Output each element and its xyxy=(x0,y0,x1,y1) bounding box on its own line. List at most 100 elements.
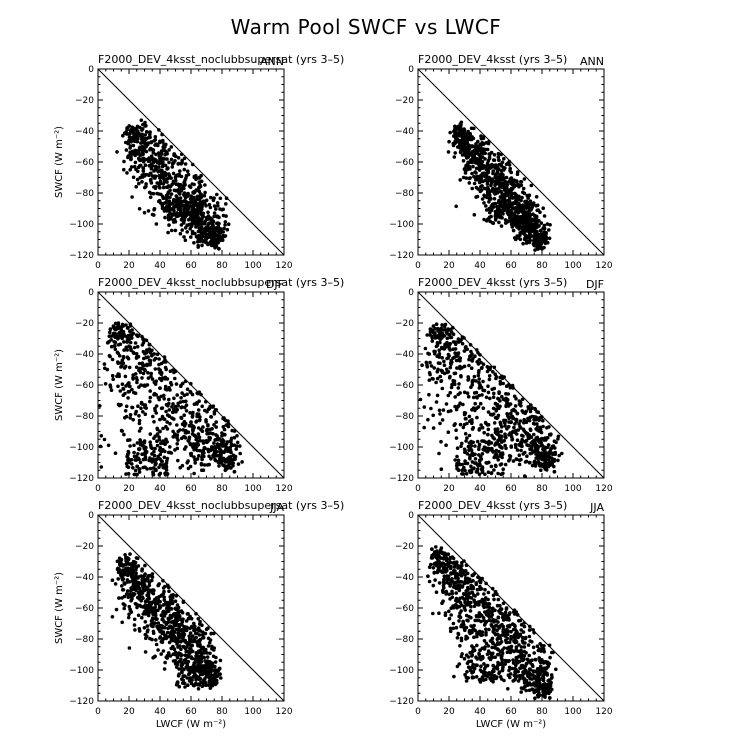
data-point xyxy=(140,402,144,406)
data-point xyxy=(226,222,231,226)
data-point xyxy=(518,419,523,423)
data-point xyxy=(439,368,444,373)
data-point xyxy=(492,468,496,472)
data-point xyxy=(103,382,108,386)
data-point xyxy=(164,409,168,414)
data-point xyxy=(154,152,158,157)
data-point xyxy=(553,450,558,455)
data-point xyxy=(488,210,492,215)
point-cloud xyxy=(110,552,223,691)
data-point xyxy=(128,413,133,417)
data-point xyxy=(178,196,183,200)
data-point xyxy=(435,393,440,398)
data-point xyxy=(492,153,497,157)
data-point xyxy=(496,413,501,418)
panel-right-title: ANN xyxy=(260,55,284,68)
data-point xyxy=(169,192,174,196)
data-point xyxy=(169,157,174,162)
data-point xyxy=(448,335,453,340)
data-point xyxy=(183,685,187,689)
data-point xyxy=(175,196,179,200)
data-point xyxy=(150,377,155,381)
data-point xyxy=(174,382,179,386)
data-point xyxy=(191,197,195,201)
data-point xyxy=(534,195,539,199)
data-point xyxy=(482,445,487,450)
x-tick-label: 20 xyxy=(123,261,135,271)
data-point xyxy=(529,208,533,212)
x-tick-label: 120 xyxy=(275,261,292,271)
data-point xyxy=(469,349,473,354)
point-cloud xyxy=(418,322,564,478)
data-point xyxy=(167,160,171,165)
data-point xyxy=(193,458,197,462)
data-point xyxy=(187,671,192,675)
data-point xyxy=(543,460,548,465)
data-point xyxy=(127,337,131,342)
data-point xyxy=(514,445,518,450)
y-tick-label: −100 xyxy=(389,220,414,230)
data-point xyxy=(166,190,171,194)
data-point xyxy=(199,225,204,230)
data-point xyxy=(197,185,201,189)
data-point xyxy=(516,203,521,208)
data-point xyxy=(460,134,465,138)
data-point xyxy=(476,370,481,375)
data-point xyxy=(472,374,477,379)
y-tick-label: −60 xyxy=(395,381,414,391)
data-point xyxy=(432,366,437,370)
data-point xyxy=(179,383,183,388)
data-point xyxy=(476,144,481,149)
data-point xyxy=(497,433,501,438)
data-point xyxy=(486,170,491,175)
data-point xyxy=(196,237,201,241)
data-point xyxy=(122,366,127,370)
data-point xyxy=(478,454,483,459)
data-point xyxy=(477,166,481,171)
data-point xyxy=(175,393,179,397)
data-point xyxy=(531,421,536,426)
data-point xyxy=(131,175,136,180)
data-point xyxy=(150,572,155,576)
data-point xyxy=(433,332,437,337)
data-point xyxy=(495,178,499,182)
data-point xyxy=(437,408,442,413)
y-tick-label: 0 xyxy=(88,65,94,75)
data-point xyxy=(184,445,188,449)
data-point xyxy=(551,444,556,448)
data-point xyxy=(170,405,174,409)
data-point xyxy=(167,589,171,593)
y-tick-label: −80 xyxy=(75,189,94,199)
data-point xyxy=(98,404,102,408)
data-point xyxy=(491,395,496,400)
data-point xyxy=(111,377,115,382)
data-point xyxy=(216,442,220,447)
data-point xyxy=(157,472,162,477)
data-point xyxy=(137,207,142,211)
data-point xyxy=(163,384,168,389)
data-point xyxy=(452,423,457,428)
data-point xyxy=(222,432,227,437)
x-axis-label: LWCF (W m⁻²) xyxy=(156,719,226,730)
data-point xyxy=(105,367,110,372)
data-point xyxy=(137,629,142,633)
data-point xyxy=(224,464,228,469)
data-point xyxy=(473,148,477,152)
data-point xyxy=(487,200,491,204)
data-point xyxy=(175,442,179,446)
data-point xyxy=(136,556,140,561)
data-point xyxy=(461,425,466,430)
data-point xyxy=(517,443,522,447)
data-point xyxy=(149,371,153,376)
x-tick-label: 0 xyxy=(415,261,421,271)
data-point xyxy=(495,204,500,209)
data-point xyxy=(148,395,153,400)
data-point xyxy=(99,465,104,469)
data-point xyxy=(472,181,477,186)
data-point xyxy=(153,356,158,361)
data-point xyxy=(232,469,237,474)
data-point xyxy=(177,672,181,676)
data-point xyxy=(168,369,173,374)
data-point xyxy=(446,393,451,398)
data-point xyxy=(435,376,440,381)
